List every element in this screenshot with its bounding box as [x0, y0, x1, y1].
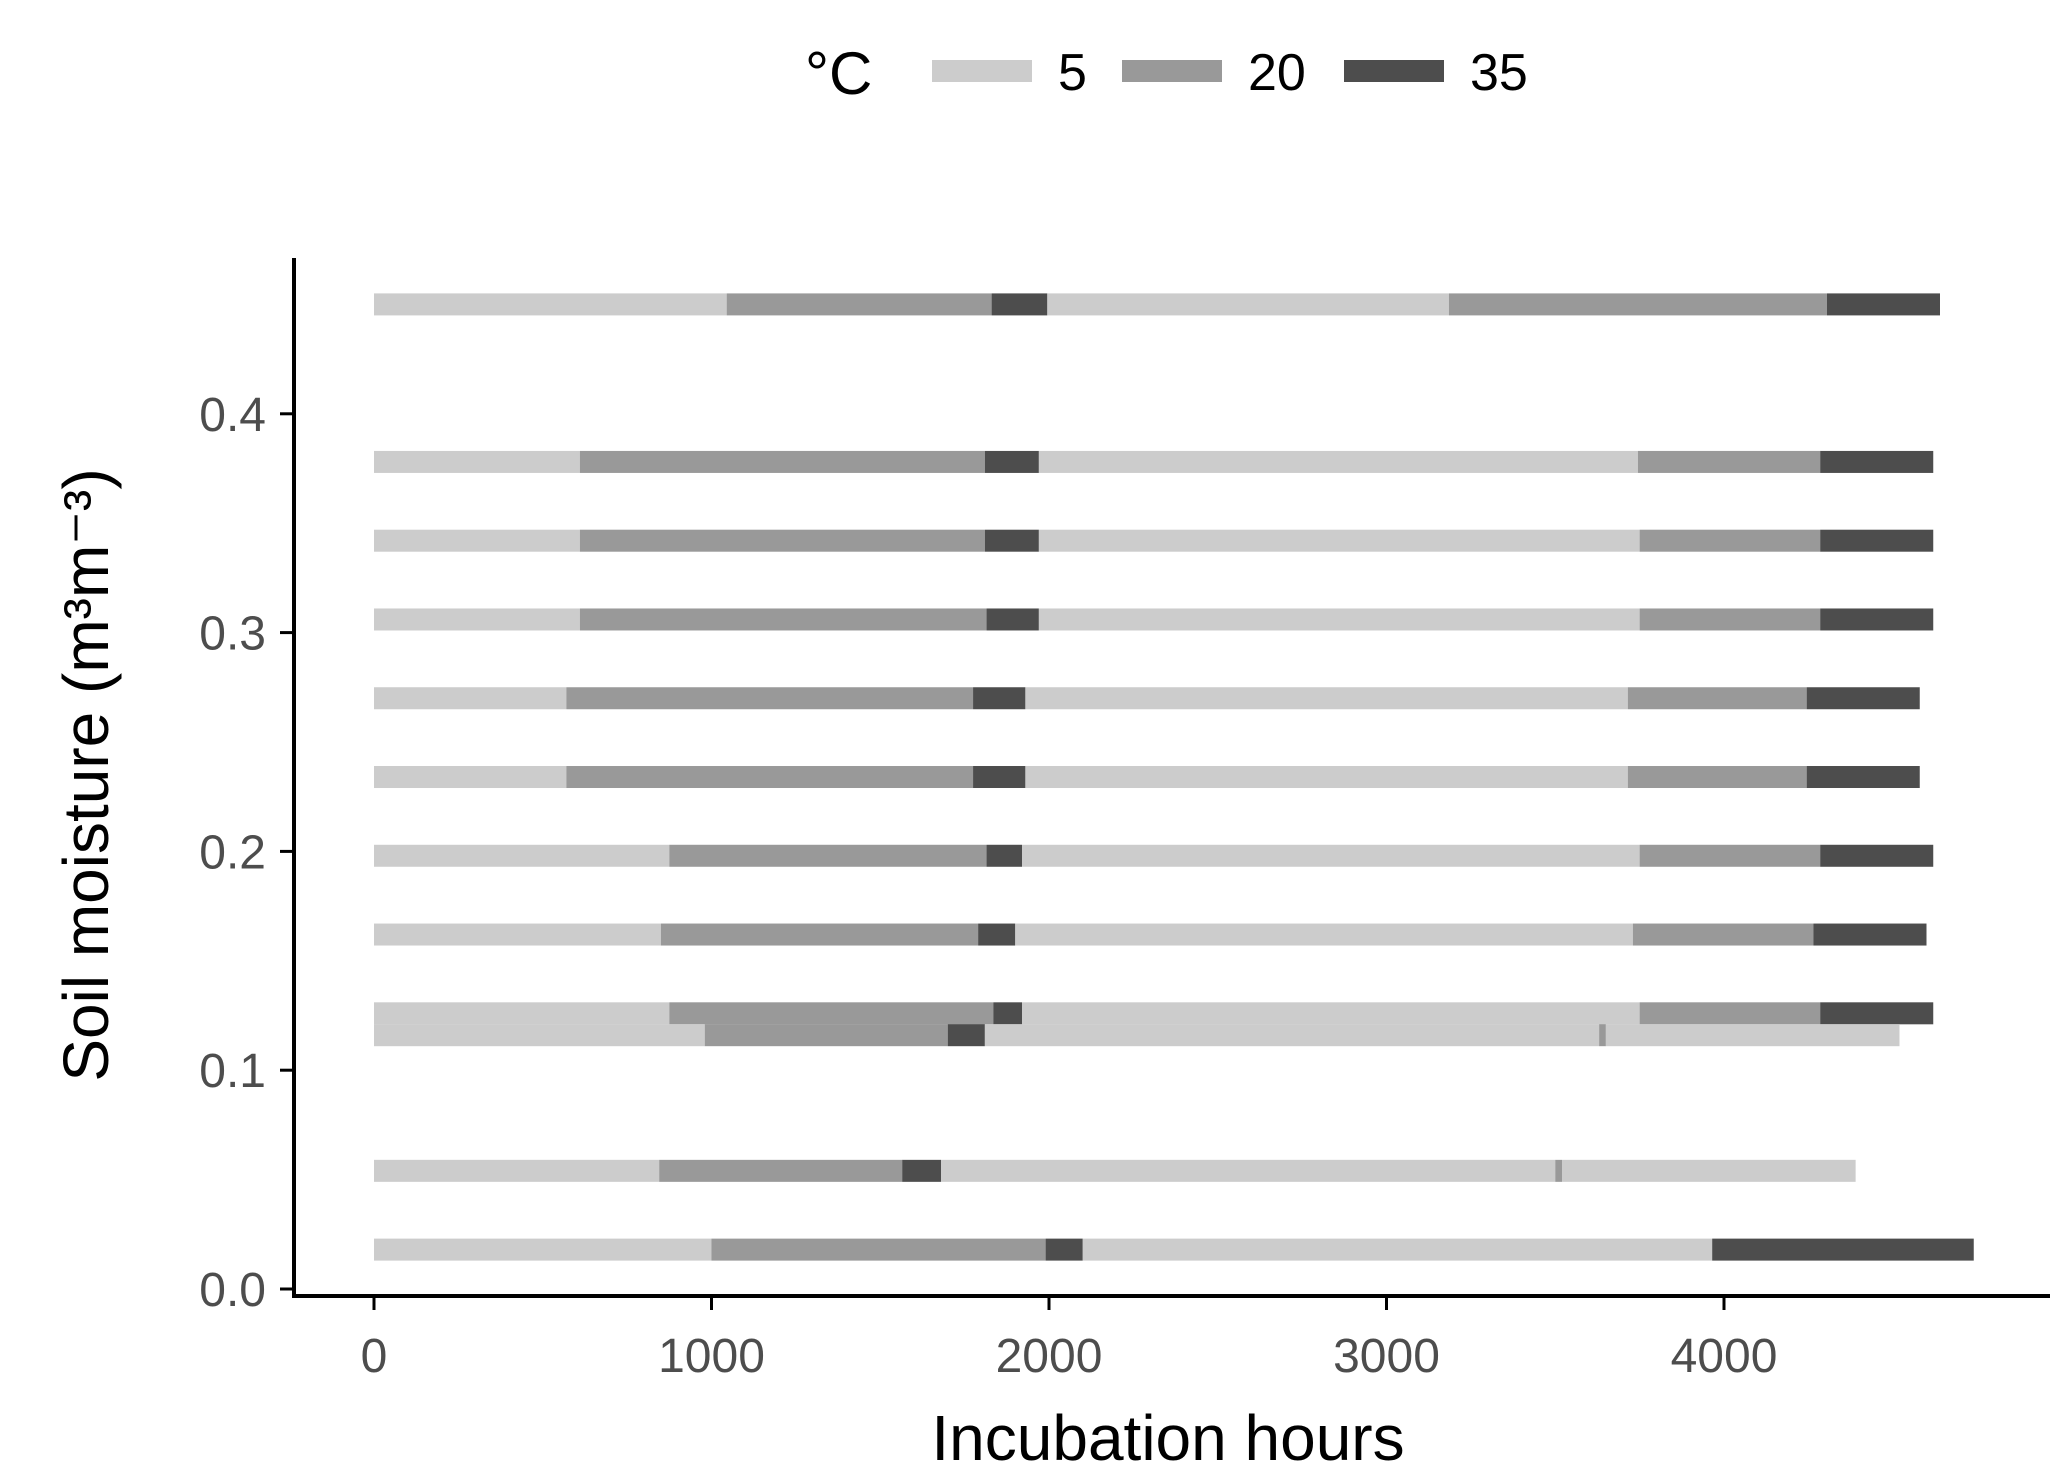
bar-segment-row4-seg3: [1025, 687, 1628, 710]
bar-segment-row2-seg3: [1038, 529, 1640, 552]
bar-segment-row3-seg2: [986, 608, 1039, 631]
bar-segment-row2-seg0: [374, 529, 580, 552]
bar-segment-row1-seg2: [984, 450, 1039, 473]
bar-segment-row1-seg1: [579, 450, 985, 473]
x-axis-title: Incubation hours: [931, 1402, 1404, 1474]
bar-segment-row6-seg1: [669, 844, 987, 867]
bar-segment-row5-seg3: [1025, 766, 1628, 789]
bar-segment-row4-seg0: [374, 687, 567, 710]
x-tick-label: 2000: [996, 1330, 1103, 1383]
y-axis-title: Soil moisture (m³m⁻³): [50, 468, 122, 1081]
bar-segment-row0-seg0: [374, 293, 727, 316]
bar-segment-row3-seg1: [579, 608, 987, 631]
bar-segment-row9-seg3: [984, 1024, 1600, 1047]
bar-segment-row2-seg5: [1820, 529, 1934, 552]
x-tick-label: 0: [361, 1330, 388, 1383]
legend: °C 5 20 35: [805, 40, 1528, 107]
bar-segment-row2-seg4: [1639, 529, 1821, 552]
bar-segment-row9-seg1: [704, 1024, 948, 1047]
bar-segment-row9-seg5: [1605, 1024, 1900, 1047]
x-axis-ticks: 0 1000 2000 3000 4000: [361, 1298, 1778, 1383]
legend-label-20: 20: [1248, 44, 1306, 102]
bar-segment-row7-seg0: [374, 923, 661, 946]
bar-segment-row2-seg2: [984, 529, 1039, 552]
legend-label-5: 5: [1058, 44, 1087, 102]
bar-segment-row11-seg2: [1045, 1238, 1083, 1261]
y-tick-label: 0.4: [199, 389, 266, 442]
y-tick-label: 0.2: [199, 826, 266, 879]
bar-segment-row10-seg3: [941, 1159, 1556, 1182]
bar-segment-row7-seg5: [1813, 923, 1927, 946]
bar-segment-row0-seg5: [1826, 293, 1940, 316]
bar-segment-row7-seg2: [978, 923, 1016, 946]
bar-segment-row10-seg4: [1555, 1159, 1562, 1182]
bar-segment-row1-seg5: [1820, 450, 1934, 473]
x-tick-label: 1000: [658, 1330, 765, 1383]
legend-title: °C: [805, 40, 872, 107]
bar-segment-row5-seg1: [566, 766, 974, 789]
bar-segment-row5-seg5: [1806, 766, 1920, 789]
y-tick-label: 0.1: [199, 1045, 266, 1098]
bar-segment-row0-seg1: [726, 293, 992, 316]
bar-segment-row3-seg5: [1820, 608, 1934, 631]
legend-swatch-5: [932, 60, 1032, 82]
bar-segment-row1-seg4: [1637, 450, 1821, 473]
bar-segment-row3-seg4: [1639, 608, 1821, 631]
bar-segment-row7-seg1: [660, 923, 979, 946]
legend-label-35: 35: [1470, 44, 1528, 102]
bar-segment-row2-seg1: [579, 529, 985, 552]
legend-swatch-20: [1122, 60, 1222, 82]
bar-segment-row10-seg2: [902, 1159, 941, 1182]
bar-segment-row0-seg3: [1047, 293, 1449, 316]
bar-segment-row4-seg4: [1627, 687, 1807, 710]
bar-segment-row11-seg4: [1712, 1238, 1974, 1261]
bar-segment-row4-seg2: [973, 687, 1026, 710]
bar-segments: [374, 293, 1974, 1261]
bar-segment-row3-seg3: [1038, 608, 1640, 631]
bar-segment-row9-seg2: [947, 1024, 985, 1047]
bar-segment-row9-seg4: [1599, 1024, 1606, 1047]
bar-segment-row0-seg2: [991, 293, 1048, 316]
bar-segment-row4-seg5: [1806, 687, 1920, 710]
bar-segment-row7-seg3: [1015, 923, 1633, 946]
bar-segment-row8-seg0: [374, 1002, 670, 1025]
bar-segment-row10-seg1: [659, 1159, 903, 1182]
y-tick-label: 0.3: [199, 608, 266, 661]
x-tick-label: 3000: [1333, 1330, 1440, 1383]
bar-segment-row10-seg5: [1562, 1159, 1856, 1182]
y-axis-ticks: 0.0 0.1 0.2 0.3 0.4: [199, 389, 292, 1317]
bar-segment-row8-seg2: [993, 1002, 1022, 1025]
bar-segment-row8-seg1: [669, 1002, 994, 1025]
bar-segment-row6-seg2: [986, 844, 1022, 867]
bar-segment-row1-seg3: [1038, 450, 1638, 473]
bar-segment-row8-seg3: [1022, 1002, 1640, 1025]
bar-segment-row3-seg0: [374, 608, 580, 631]
bar-segment-row6-seg4: [1639, 844, 1821, 867]
legend-swatch-35: [1344, 60, 1444, 82]
y-tick-label: 0.0: [199, 1264, 266, 1317]
bar-segment-row0-seg4: [1448, 293, 1827, 316]
bar-segment-row6-seg0: [374, 844, 670, 867]
bar-segment-row10-seg0: [374, 1159, 660, 1182]
bar-segment-row1-seg0: [374, 450, 580, 473]
bar-segment-row11-seg1: [711, 1238, 1046, 1261]
bar-segment-row11-seg0: [374, 1238, 712, 1261]
bar-segment-row5-seg4: [1627, 766, 1807, 789]
bar-segment-row4-seg1: [566, 687, 974, 710]
bar-segment-row5-seg2: [973, 766, 1026, 789]
bar-segment-row6-seg5: [1820, 844, 1934, 867]
bar-segment-row8-seg5: [1820, 1002, 1934, 1025]
bar-segment-row5-seg0: [374, 766, 567, 789]
bar-segment-row11-seg3: [1082, 1238, 1713, 1261]
bar-segment-row9-seg0: [374, 1024, 705, 1047]
bar-segment-row7-seg4: [1632, 923, 1814, 946]
bar-segment-row6-seg3: [1022, 844, 1640, 867]
bar-segment-row8-seg4: [1639, 1002, 1821, 1025]
x-tick-label: 4000: [1671, 1330, 1778, 1383]
